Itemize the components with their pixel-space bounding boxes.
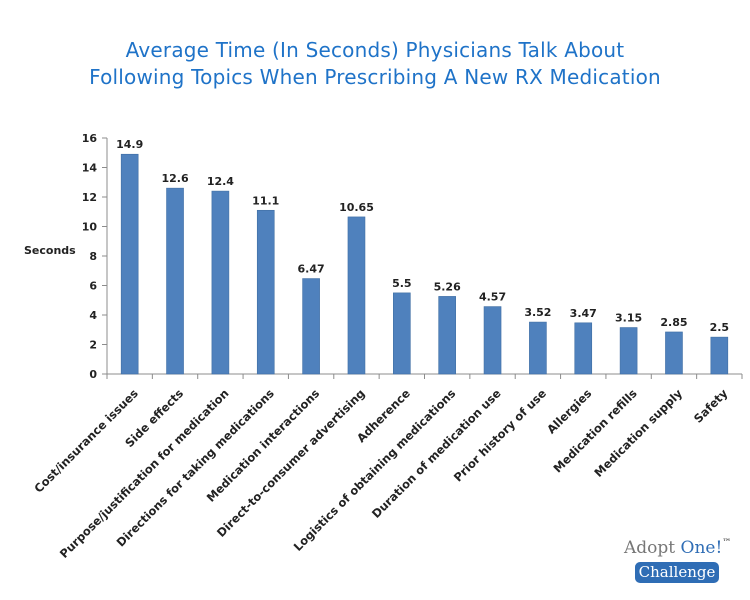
x-tick-label: Purpose/justification for medication <box>57 386 232 561</box>
bar-value-label: 12.4 <box>207 175 234 188</box>
bar <box>483 306 502 375</box>
x-tick-label: Safety <box>691 386 731 426</box>
y-tick-label: 6 <box>89 280 97 293</box>
y-tick-label: 2 <box>89 339 97 352</box>
y-axis-label: Seconds <box>24 244 76 257</box>
bar <box>302 278 320 375</box>
bar-value-label: 3.15 <box>615 312 642 325</box>
x-tick-label: Directions for taking medications <box>114 386 277 549</box>
y-tick-label: 10 <box>82 221 98 234</box>
bar-value-label: 10.65 <box>339 201 374 214</box>
y-tick-label: 0 <box>89 368 97 381</box>
logo-challenge-badge: Challenge <box>635 562 719 583</box>
bar <box>347 216 366 375</box>
bar-value-label: 3.52 <box>524 306 551 319</box>
x-tick-label: Medication supply <box>591 386 685 480</box>
bar <box>574 322 593 375</box>
y-tick-label: 4 <box>89 309 97 322</box>
bar <box>619 327 638 375</box>
bar <box>166 187 184 375</box>
bar <box>529 321 547 375</box>
x-tick-label: Prior history of use <box>451 386 549 484</box>
logo-trademark: ™ <box>722 538 732 548</box>
logo-word-adopt: Adopt <box>624 538 681 558</box>
chart-title-line-1: Average Time (In Seconds) Physicians Tal… <box>125 38 625 62</box>
bar <box>256 209 275 375</box>
chart-title-line-2: Following Topics When Prescribing A New … <box>89 65 661 89</box>
y-tick-label: 16 <box>82 132 98 145</box>
bar-value-label: 12.6 <box>161 172 188 185</box>
bar <box>393 292 411 375</box>
x-tick-label: Medication refills <box>550 386 639 475</box>
logo-word-one: One! <box>680 538 723 558</box>
bar-value-label: 3.47 <box>570 307 597 320</box>
bar <box>120 153 139 375</box>
bar <box>665 331 683 375</box>
bar-value-label: 6.47 <box>298 263 325 276</box>
bar <box>211 190 230 375</box>
bar <box>710 336 729 375</box>
x-tick-label: Logistics of obtaining medications <box>291 386 459 554</box>
bar-value-label: 11.1 <box>252 194 279 207</box>
y-tick-label: 8 <box>89 250 97 263</box>
bar <box>438 296 456 375</box>
bar-value-label: 2.5 <box>710 321 730 334</box>
bar-value-label: 14.9 <box>116 138 143 151</box>
y-tick-label: 14 <box>82 162 98 175</box>
bar-value-label: 4.57 <box>479 291 506 304</box>
bar-value-label: 5.26 <box>434 280 461 293</box>
adopt-one-logo: Adopt One!™ Challenge <box>618 538 740 588</box>
chart-title: Average Time (In Seconds) Physicians Tal… <box>0 37 750 91</box>
logo-wordmark: Adopt One!™ <box>624 538 731 558</box>
bar-value-label: 2.85 <box>660 316 687 329</box>
bar-value-label: 5.5 <box>392 277 412 290</box>
y-tick-label: 12 <box>82 191 97 204</box>
